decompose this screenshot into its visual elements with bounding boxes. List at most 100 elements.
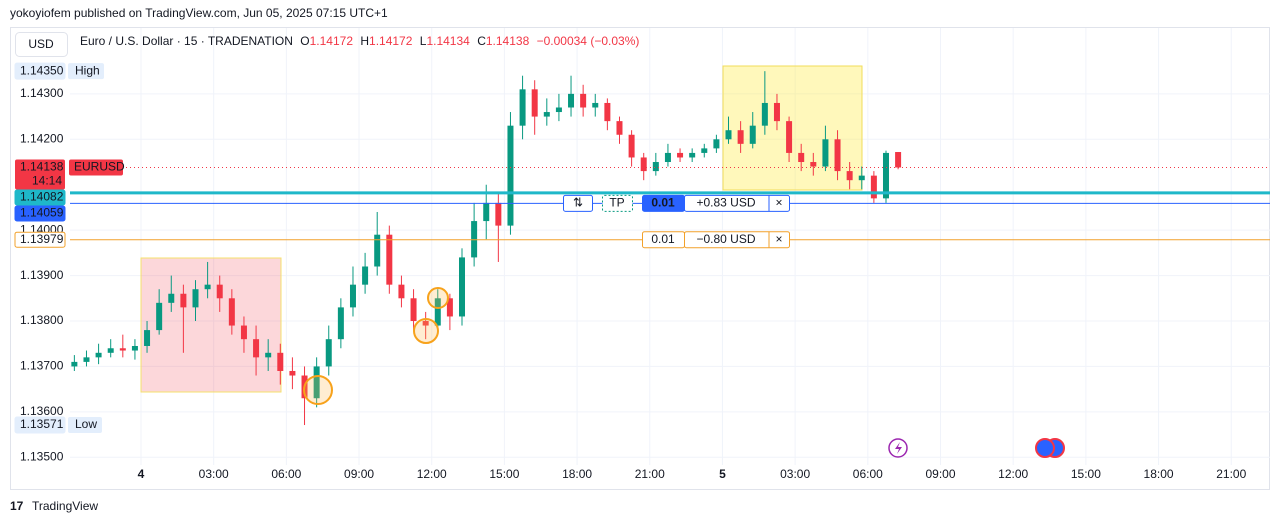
candle-body (107, 348, 114, 353)
price-tag-label: 1.14059 (20, 206, 64, 220)
yellow-zone (722, 65, 863, 191)
o-label: O (300, 34, 309, 48)
price-tag (14, 189, 66, 206)
currency[interactable]: USD (28, 37, 54, 51)
candle-body (519, 89, 526, 126)
candle-body (156, 302, 163, 331)
legend: Euro / U.S. Dollar · 15 · TRADENATION O1… (80, 34, 639, 48)
candle-body (725, 130, 732, 140)
candle-body (337, 307, 344, 340)
order-swap-box (563, 194, 593, 212)
event-icon[interactable] (1035, 438, 1055, 458)
symbol: Euro / U.S. Dollar · 15 · TRADENATION (80, 34, 293, 48)
tag-note: High (75, 63, 100, 77)
candle-body (543, 112, 550, 117)
x-tick-label: 15:00 (1071, 467, 1101, 481)
candle-body (240, 325, 247, 340)
candle-body (289, 370, 296, 376)
y-tick-label: 1.13500 (20, 449, 64, 463)
candle-body (628, 134, 635, 158)
candle-body (349, 284, 356, 308)
candle-body (410, 298, 417, 322)
candle-body (446, 298, 453, 317)
candle-body (386, 234, 393, 285)
candle-body (325, 339, 332, 367)
tag-note: Low (75, 417, 97, 431)
x-tick-label: 06:00 (853, 467, 883, 481)
candle-body (483, 202, 490, 222)
order-close[interactable]: × (775, 196, 782, 210)
candle-body (640, 157, 647, 172)
axis-labels: 4 03:00 06:00 09:00 12:00 15:00 18:00 21:00 5 03:… (14, 62, 1247, 481)
y-tick-label: 1.13900 (20, 268, 64, 282)
candle-body (677, 152, 684, 158)
x-tick-label: 03:00 (780, 467, 810, 481)
candle-body (495, 202, 502, 226)
tp-label: TP (609, 196, 624, 210)
last-price-label: 1.14138 (20, 160, 64, 174)
order-pnl: +0.83 USD (696, 196, 755, 210)
high: 1.14172 (369, 34, 413, 48)
candle-body (895, 152, 902, 168)
candle-body (434, 298, 441, 326)
circle-marker (413, 318, 439, 344)
candle-body (761, 102, 768, 126)
h-label: H (360, 34, 369, 48)
change-pct: (−0.03%) (590, 34, 639, 48)
price-tag-label: 1.13571 (20, 417, 64, 431)
y-tick-label: 1.13600 (20, 404, 64, 418)
y-tick-label: 1.13700 (20, 359, 64, 373)
candle-body (616, 121, 623, 135)
close: 1.14138 (486, 34, 530, 48)
currency-button[interactable] (15, 32, 68, 57)
change: −0.00034 (537, 34, 588, 48)
candle-body (313, 366, 320, 399)
l-label: L (420, 34, 427, 48)
candle-body (216, 284, 223, 299)
candle-body (773, 102, 780, 122)
candle-body (604, 102, 611, 122)
c-label: C (477, 34, 486, 48)
x-tick-label: 12:00 (417, 467, 447, 481)
frame (10, 27, 1270, 490)
order-close[interactable]: × (775, 232, 782, 246)
x-tick-label: 4 (138, 467, 145, 481)
published: yokoyiofem published on TradingView.com,… (10, 6, 388, 20)
x-tick-label: 15:00 (489, 467, 519, 481)
price-tag-label: 1.13979 (20, 232, 64, 246)
candle-body (228, 298, 235, 326)
tp-box (602, 194, 633, 212)
candle-body (689, 152, 696, 158)
candle-body (83, 357, 90, 362)
x-tick-label: 09:00 (344, 467, 374, 481)
symbol-label: EURUSD (74, 160, 125, 174)
candle-body (95, 352, 102, 358)
candle-body (265, 352, 272, 358)
candle-body (882, 152, 889, 199)
candle-body (277, 352, 284, 371)
order-pnl-box (684, 194, 790, 212)
y-tick-label: 1.14200 (20, 131, 64, 145)
candle-body (374, 234, 381, 267)
last-price-tag (15, 159, 65, 190)
symbol-tag (69, 159, 123, 176)
countdown: 14:14 (32, 174, 62, 188)
candle-body (531, 89, 538, 117)
circle-marker (427, 287, 449, 309)
order-qty: 0.01 (651, 196, 675, 210)
candle-body (701, 148, 708, 153)
y-tick-label: 1.13800 (20, 313, 64, 327)
price-tag-label: 1.14082 (20, 190, 64, 204)
pink-zone (140, 257, 282, 393)
x-tick-label: 21:00 (1216, 467, 1246, 481)
price-tag (14, 231, 66, 248)
candle-body (858, 175, 865, 181)
x-tick-label: 5 (719, 467, 726, 481)
candle-body (204, 284, 211, 290)
open: 1.14172 (310, 34, 354, 48)
order-swap: ⇅ (573, 196, 583, 210)
candle-body (749, 125, 756, 144)
candle-body (568, 93, 575, 108)
candle-body (555, 107, 562, 113)
